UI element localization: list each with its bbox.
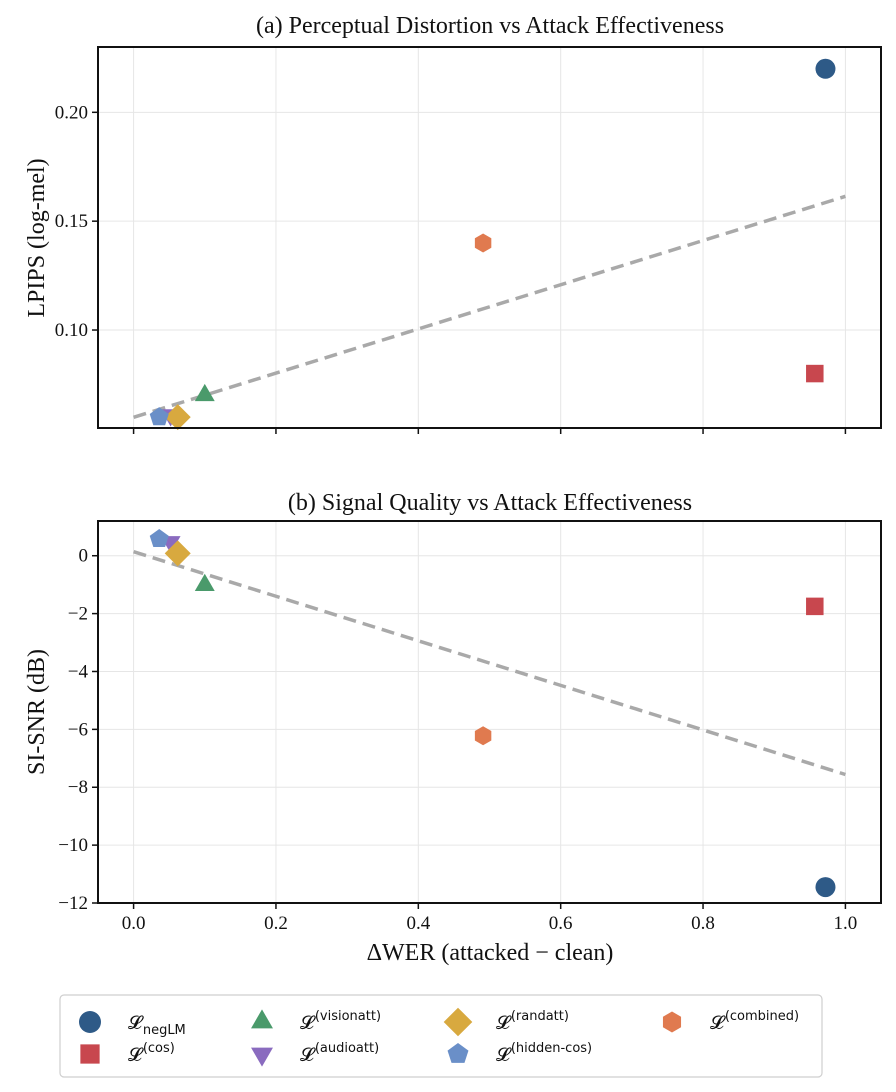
panel-b-title: (b) Signal Quality vs Attack Effectivene…	[288, 490, 692, 516]
legend-items: 𝓛negLM 𝓛(cos) 𝓛(visionatt) 𝓛(audioatt) 𝓛(ran…	[79, 1007, 799, 1067]
legend-label-hidden-cos: 𝓛(hidden-cos)	[496, 1041, 592, 1066]
panel-a-trendline-group	[133, 194, 846, 420]
panel-b-x-axis-label: ΔWER (attacked − clean)	[367, 940, 614, 966]
panel-a: (a) Perceptual Distortion vs Attack Effe…	[24, 13, 882, 434]
point-randatt	[164, 540, 191, 567]
legend-label-negLM: 𝓛negLM	[128, 1013, 186, 1038]
y-tick-label: 0.20	[55, 102, 88, 123]
x-tick-label: 0.0	[122, 913, 146, 934]
y-tick-label: −2	[68, 604, 88, 625]
x-tick-label: 0.6	[549, 913, 573, 934]
panel-a-y-ticks: 0.10 0.15 0.20	[55, 102, 98, 341]
panel-a-y-axis-label: LPIPS (log-mel)	[24, 158, 50, 317]
legend-label-audioatt: 𝓛(audioatt)	[300, 1041, 379, 1066]
panel-a-x-ticks	[132, 428, 847, 434]
y-tick-label: −4	[68, 661, 89, 682]
panel-b-trendline-group	[133, 550, 846, 777]
legend-item-negLM: 𝓛negLM	[79, 1011, 186, 1038]
panel-b-x-ticks: 0.0 0.2 0.4 0.6 0.8 1.0	[122, 903, 858, 934]
legend-item-randatt: 𝓛(randatt)	[443, 1007, 569, 1037]
legend-label-visionatt: 𝓛(visionatt)	[300, 1009, 381, 1034]
panel-b: (b) Signal Quality vs Attack Effectivene…	[24, 490, 882, 966]
legend-label-combined: 𝓛(combined)	[710, 1009, 799, 1034]
panel-b-y-axis-label: SI-SNR (dB)	[24, 649, 50, 775]
y-tick-label: −6	[68, 719, 88, 740]
panel-b-points	[149, 528, 836, 898]
x-tick-label: 0.8	[691, 913, 715, 934]
point-hidden-cos	[149, 528, 169, 548]
point-negLM	[815, 877, 836, 898]
x-tick-label: 1.0	[834, 913, 858, 934]
point-combined	[474, 726, 492, 746]
panel-b-frame	[97, 520, 882, 904]
y-tick-label: 0	[79, 546, 89, 567]
panel-a-frame	[97, 46, 882, 429]
panel-a-points	[149, 58, 836, 431]
y-tick-label: 0.15	[55, 211, 88, 232]
point-combined	[474, 233, 492, 253]
legend-marker-negLM	[79, 1011, 101, 1033]
point-negLM	[815, 58, 836, 79]
panel-b-grid	[98, 521, 881, 904]
y-tick-label: 0.10	[55, 320, 88, 341]
panel-a-title: (a) Perceptual Distortion vs Attack Effe…	[256, 13, 724, 39]
legend-item-audioatt: 𝓛(audioatt)	[251, 1041, 379, 1067]
y-tick-label: −8	[68, 777, 88, 798]
legend-marker-combined	[662, 1011, 682, 1033]
x-tick-label: 0.4	[406, 913, 430, 934]
trendline	[133, 550, 846, 777]
legend-label-cos: 𝓛(cos)	[128, 1041, 175, 1066]
point-cos	[806, 364, 824, 383]
legend-item-visionatt: 𝓛(visionatt)	[251, 1009, 381, 1034]
panel-a-grid	[98, 47, 881, 428]
y-tick-label: −12	[58, 893, 88, 914]
y-tick-label: −10	[58, 835, 88, 856]
legend-marker-visionatt	[251, 1009, 273, 1029]
trendline	[133, 194, 846, 420]
legend-marker-hidden-cos	[447, 1043, 469, 1063]
legend-item-combined: 𝓛(combined)	[662, 1009, 799, 1034]
legend-frame	[59, 994, 823, 1078]
legend-item-cos: 𝓛(cos)	[80, 1041, 175, 1066]
panel-b-y-ticks: 0 −2 −4 −6 −8 −10 −12	[58, 546, 98, 914]
legend-marker-randatt	[443, 1007, 473, 1037]
point-cos	[806, 597, 824, 616]
legend: 𝓛negLM 𝓛(cos) 𝓛(visionatt) 𝓛(audioatt) 𝓛(ran…	[59, 994, 823, 1078]
legend-label-randatt: 𝓛(randatt)	[496, 1009, 569, 1034]
legend-marker-audioatt	[251, 1047, 273, 1067]
legend-marker-cos	[80, 1044, 100, 1064]
point-randatt	[164, 404, 191, 431]
x-tick-label: 0.2	[264, 913, 288, 934]
point-visionatt	[194, 383, 215, 402]
point-hidden-cos	[149, 407, 169, 426]
point-visionatt	[194, 573, 215, 591]
legend-item-hidden-cos: 𝓛(hidden-cos)	[447, 1041, 592, 1066]
